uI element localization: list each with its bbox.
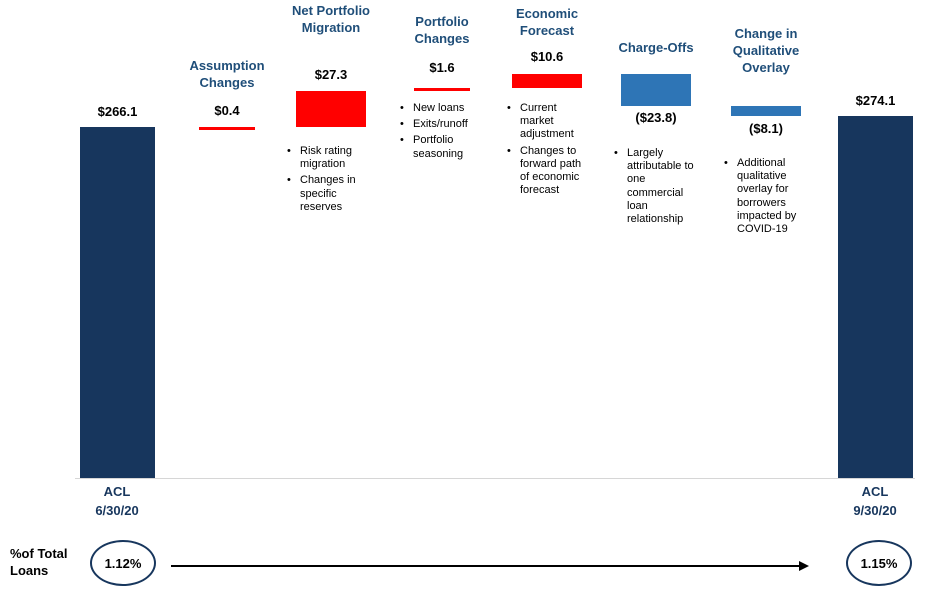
bullet-item: • Current market adjustment — [507, 102, 583, 142]
segment-bar-portfolio-changes — [414, 88, 470, 92]
segment-bar-charge-offs — [621, 74, 691, 106]
notes-net-portfolio-migration: • Risk rating migration • Changes in speci… — [287, 145, 379, 217]
segment-value-change-in-qualitative-overlay: ($8.1) — [749, 121, 783, 136]
end-axis-label-acl: ACL — [861, 484, 889, 499]
bullet-item: • Largely attributable to one commercial … — [614, 147, 694, 226]
segment-value-charge-offs: ($23.8) — [635, 110, 677, 125]
segment-value-assumption-changes: $0.4 — [214, 103, 240, 118]
end-bar — [838, 116, 913, 478]
start-bar-value: $266.1 — [97, 104, 138, 119]
start-axis-label: ACL 6/30/20 — [77, 483, 157, 521]
pct-label-line2: Loans — [10, 562, 49, 578]
bullet-marker: • — [724, 157, 728, 169]
bullet-marker: • — [400, 134, 404, 147]
segment-value-net-portfolio-migration: $27.3 — [314, 67, 348, 82]
bullet-marker: • — [614, 147, 618, 159]
bullet-text: Current market adjustment — [520, 102, 574, 141]
pct-label-line1: %of Total — [10, 546, 68, 561]
start-bar — [80, 127, 155, 478]
segment-value-economic-forecast: $10.6 — [530, 49, 564, 64]
segment-title-economic-forecast: Economic Forecast — [515, 6, 579, 38]
notes-portfolio-changes: • New loans • Exits/runoff • Portfolio seas… — [400, 102, 495, 164]
bullet-item: • Changes to forward path of economic for… — [507, 145, 583, 198]
bullet-item: • Portfolio seasoning — [400, 134, 495, 160]
bullet-text: Risk rating migration — [300, 145, 352, 171]
bullet-text: Largely attributable to one commercial l… — [627, 147, 694, 225]
bullet-item: • New loans — [400, 102, 495, 115]
bullet-text: Additional qualitative overlay for borro… — [737, 157, 797, 235]
bullet-text: Changes in specific reserves — [300, 174, 356, 213]
bullet-item: • Changes in specific reserves — [287, 174, 379, 214]
segment-bar-economic-forecast — [512, 74, 582, 89]
chart-baseline — [75, 478, 915, 479]
start-axis-label-acl: ACL — [103, 484, 131, 499]
segment-title-change-in-qualitative-overlay: Change in Qualitative Overlay — [732, 26, 800, 75]
bullet-text: New loans — [413, 102, 465, 114]
bullet-marker: • — [507, 144, 511, 157]
notes-economic-forecast: • Current market adjustment • Changes to f… — [507, 102, 583, 200]
start-axis-label-date: 6/30/20 — [95, 502, 139, 518]
segment-title-charge-offs: Charge-Offs — [618, 40, 694, 55]
bullet-text: Changes to forward path of economic fore… — [520, 144, 582, 197]
trend-arrow — [171, 561, 809, 571]
end-axis-label: ACL 9/30/20 — [835, 483, 915, 521]
bullet-marker: • — [400, 102, 404, 114]
bullet-marker: • — [287, 145, 291, 157]
bullet-marker: • — [400, 118, 404, 131]
segment-title-assumption-changes: Assumption Changes — [189, 58, 265, 90]
bullet-text: Exits/runoff — [413, 118, 468, 131]
end-bar-value: $274.1 — [855, 93, 896, 108]
segment-bar-change-in-qualitative-overlay — [731, 105, 801, 117]
start-pct-badge: 1.12% — [90, 540, 156, 586]
segment-title-net-portfolio-migration: Net Portfolio Migration — [292, 3, 370, 35]
segment-value-portfolio-changes: $1.6 — [429, 60, 455, 75]
end-axis-label-date: 9/30/20 — [853, 502, 897, 518]
segment-title-portfolio-changes: Portfolio Changes — [414, 14, 470, 46]
bullet-item: • Risk rating migration — [287, 145, 379, 171]
bullet-text: Portfolio seasoning — [413, 134, 464, 160]
pct-of-total-loans-label: %of Total Loans — [10, 546, 68, 580]
notes-change-in-qualitative-overlay: • Additional qualitative overlay for borr… — [724, 157, 802, 239]
segment-bar-net-portfolio-migration — [296, 90, 366, 127]
bullet-item: • Exits/runoff — [400, 118, 495, 131]
bullet-item: • Additional qualitative overlay for borr… — [724, 157, 802, 236]
end-pct-badge: 1.15% — [846, 540, 912, 586]
notes-charge-offs: • Largely attributable to one commercial … — [614, 147, 694, 229]
segment-bar-assumption-changes — [199, 126, 255, 130]
bullet-marker: • — [507, 102, 511, 114]
bullet-marker: • — [287, 174, 291, 187]
